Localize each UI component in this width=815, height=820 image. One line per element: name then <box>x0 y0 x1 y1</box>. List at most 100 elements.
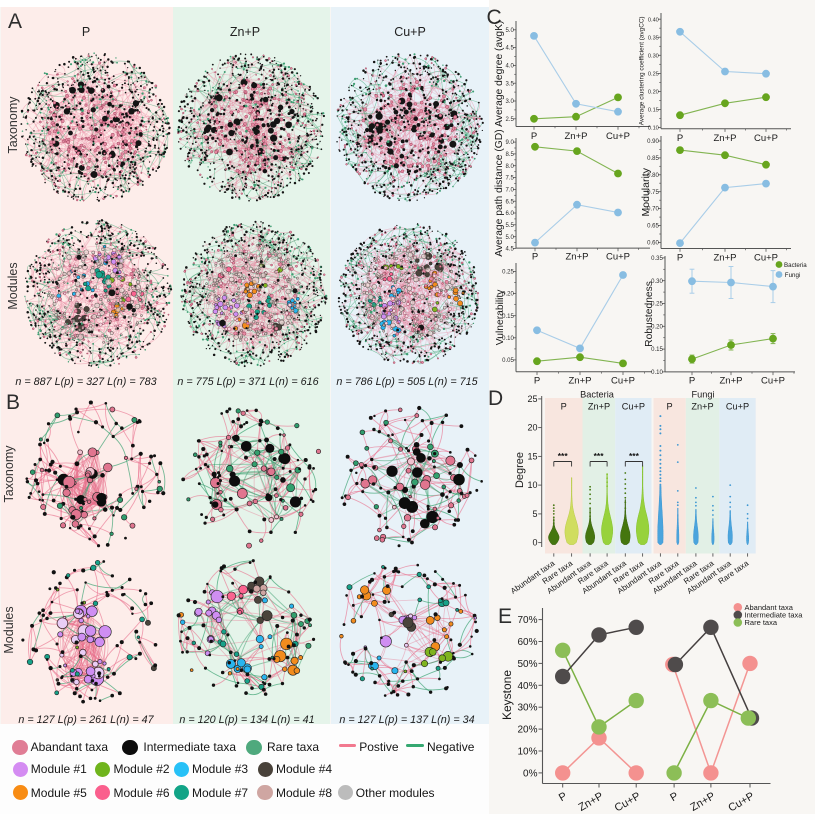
svg-text:P: P <box>677 253 683 264</box>
svg-text:Average degree (avgK): Average degree (avgK) <box>494 21 505 127</box>
svg-text:0%: 0% <box>523 768 538 779</box>
svg-text:Zn+P: Zn+P <box>688 790 717 814</box>
svg-text:4.5: 4.5 <box>505 46 514 52</box>
svg-text:0.20: 0.20 <box>648 90 659 96</box>
svg-text:50%: 50% <box>517 659 537 670</box>
svg-text:P: P <box>689 376 695 387</box>
svg-text:10: 10 <box>527 480 537 490</box>
svg-text:0: 0 <box>532 538 537 548</box>
svg-text:0.20: 0.20 <box>651 324 663 330</box>
svg-text:Cu+P: Cu+P <box>754 253 778 264</box>
svg-text:6.5: 6.5 <box>505 199 514 205</box>
svg-text:5: 5 <box>532 509 537 519</box>
svg-text:0.35: 0.35 <box>651 256 663 262</box>
svg-text:Zn+P: Zn+P <box>720 376 743 387</box>
svg-text:9.0: 9.0 <box>505 140 514 146</box>
svg-text:0.30: 0.30 <box>648 53 659 59</box>
svg-text:0.15: 0.15 <box>502 314 514 320</box>
svg-text:Cu+P: Cu+P <box>606 131 630 142</box>
svg-text:0.80: 0.80 <box>647 173 659 179</box>
svg-text:P: P <box>677 133 683 144</box>
svg-text:2.5: 2.5 <box>505 117 514 123</box>
svg-text:0.40: 0.40 <box>648 17 659 23</box>
svg-text:Cu+P: Cu+P <box>754 133 778 144</box>
svg-text:Fungi: Fungi <box>692 390 715 400</box>
svg-text:Cu+P: Cu+P <box>613 790 643 814</box>
svg-text:Modularity: Modularity <box>640 167 652 216</box>
svg-text:P: P <box>668 790 680 804</box>
svg-text:Cu+P: Cu+P <box>726 790 756 814</box>
svg-text:Degree: Degree <box>514 452 526 488</box>
svg-text:5.0: 5.0 <box>505 235 514 241</box>
svg-text:Cu+P: Cu+P <box>726 402 749 412</box>
svg-text:0.65: 0.65 <box>647 224 659 230</box>
svg-text:P: P <box>532 252 538 263</box>
svg-text:Cu+P: Cu+P <box>761 376 785 387</box>
svg-text:Zn+P: Zn+P <box>714 133 737 144</box>
svg-text:***: *** <box>594 451 605 461</box>
svg-text:Keystone: Keystone <box>500 670 514 720</box>
svg-text:P: P <box>667 402 673 412</box>
svg-text:0.75: 0.75 <box>647 190 659 196</box>
svg-text:0.25: 0.25 <box>651 302 663 308</box>
svg-text:10%: 10% <box>517 747 537 758</box>
svg-text:0.25: 0.25 <box>648 71 659 77</box>
svg-text:Fungi: Fungi <box>785 272 800 279</box>
svg-text:4.5: 4.5 <box>505 247 514 253</box>
svg-text:Zn+P: Zn+P <box>565 131 588 142</box>
svg-text:Zn+P: Zn+P <box>714 253 737 264</box>
svg-text:Zn+P: Zn+P <box>691 402 713 412</box>
svg-text:15: 15 <box>527 451 537 461</box>
svg-text:0.70: 0.70 <box>647 207 659 213</box>
svg-text:0.35: 0.35 <box>648 35 659 41</box>
svg-text:0.10: 0.10 <box>651 370 663 376</box>
svg-text:8.5: 8.5 <box>505 152 514 158</box>
svg-text:8.0: 8.0 <box>505 164 514 170</box>
svg-text:Bacteria: Bacteria <box>784 262 807 269</box>
svg-text:Robustedness: Robustedness <box>644 281 655 347</box>
svg-text:7.0: 7.0 <box>505 187 514 193</box>
svg-text:Intermediate taxa: Intermediate taxa <box>745 611 804 620</box>
svg-text:***: *** <box>558 451 569 461</box>
svg-text:Vulnerability: Vulnerability <box>495 289 506 346</box>
svg-text:20%: 20% <box>517 725 537 736</box>
svg-text:6.0: 6.0 <box>505 211 514 217</box>
svg-text:Zn+P: Zn+P <box>576 790 605 814</box>
svg-text:Rare taxa: Rare taxa <box>745 618 778 627</box>
svg-text:0.30: 0.30 <box>651 279 663 285</box>
svg-text:20: 20 <box>527 423 537 433</box>
svg-text:Cu+P: Cu+P <box>606 252 630 263</box>
svg-text:25: 25 <box>527 394 537 404</box>
svg-text:7.5: 7.5 <box>505 176 514 182</box>
svg-text:40%: 40% <box>517 681 537 692</box>
svg-text:4.0: 4.0 <box>505 64 514 70</box>
svg-text:0.85: 0.85 <box>647 156 659 162</box>
svg-text:0.10: 0.10 <box>502 336 514 342</box>
svg-text:0.15: 0.15 <box>651 347 663 353</box>
svg-text:0.25: 0.25 <box>502 270 514 276</box>
svg-text:Abandant taxa: Abandant taxa <box>745 603 794 612</box>
svg-text:3.0: 3.0 <box>505 99 514 105</box>
svg-text:70%: 70% <box>517 615 537 626</box>
svg-text:60%: 60% <box>517 637 537 648</box>
svg-text:Zn+P: Zn+P <box>588 402 610 412</box>
svg-text:0.20: 0.20 <box>502 292 514 298</box>
svg-text:P: P <box>557 790 569 804</box>
svg-text:30%: 30% <box>517 703 537 714</box>
svg-text:Bacteria: Bacteria <box>580 390 615 400</box>
svg-text:Cu+P: Cu+P <box>611 376 635 387</box>
svg-text:0.60: 0.60 <box>647 241 659 247</box>
svg-text:Cu+P: Cu+P <box>622 402 645 412</box>
svg-text:3.5: 3.5 <box>505 81 514 87</box>
svg-text:P: P <box>531 131 537 142</box>
svg-text:0.05: 0.05 <box>502 358 514 364</box>
svg-text:5.5: 5.5 <box>505 223 514 229</box>
svg-text:P: P <box>561 402 567 412</box>
svg-text:0.10: 0.10 <box>648 126 659 132</box>
svg-text:Average clustering coefficient: Average clustering coefficient (avgCC) <box>639 16 646 125</box>
svg-text:Zn+P: Zn+P <box>566 252 589 263</box>
svg-text:0.90: 0.90 <box>647 139 659 145</box>
svg-text:Average path distance (GD): Average path distance (GD) <box>494 129 505 256</box>
svg-text:Zn+P: Zn+P <box>569 376 592 387</box>
svg-text:5.0: 5.0 <box>505 28 514 34</box>
